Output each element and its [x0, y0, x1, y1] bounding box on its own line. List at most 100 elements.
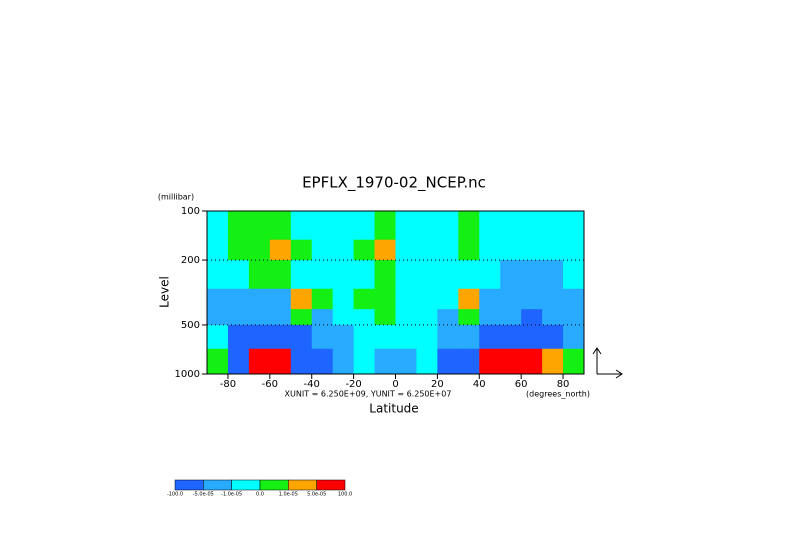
x-tick-label: -80: [220, 379, 236, 390]
legend-label: 0.0: [256, 492, 264, 498]
contour-cell: [269, 211, 292, 241]
contour-cell: [207, 288, 229, 310]
legend-swatch: [174, 479, 204, 491]
contour-cell: [542, 288, 564, 310]
contour-cell: [269, 324, 292, 350]
x-tick-label: -40: [304, 379, 320, 390]
contour-cell: [542, 239, 564, 261]
contour-cell: [374, 239, 396, 261]
contour-cell: [416, 324, 438, 350]
x-tick-label: 0: [392, 379, 398, 390]
contour-cell: [374, 288, 396, 310]
contour-cell: [395, 260, 417, 290]
contour-cell: [311, 260, 334, 290]
contour-cell: [395, 211, 417, 241]
contour-cell: [500, 348, 522, 375]
contour-cell: [458, 288, 480, 310]
contour-cell: [374, 211, 396, 241]
legend-swatch: [203, 479, 232, 491]
legend-swatch: [288, 479, 317, 491]
contour-cell: [458, 260, 480, 290]
legend-label: 1.0e-05: [279, 492, 298, 498]
contour-cell: [479, 211, 501, 241]
contour-cell: [374, 260, 396, 290]
x-axis-label: Latitude: [369, 402, 418, 416]
contour-cell: [290, 288, 313, 310]
contour-cell: [311, 348, 334, 375]
contour-cell: [563, 211, 585, 241]
contour-cell: [563, 239, 585, 261]
contour-cell: [458, 324, 480, 350]
contour-cell: [353, 260, 376, 290]
contour-cell: [353, 288, 376, 310]
contour-cell: [416, 288, 438, 310]
contour-cell: [227, 348, 250, 375]
contour-cell: [437, 288, 459, 310]
x-tick-label: 80: [557, 379, 570, 390]
contour-cell: [311, 239, 334, 261]
contour-cell: [437, 211, 459, 241]
x-tick-label: 40: [473, 379, 486, 390]
contour-cell: [290, 324, 313, 350]
contour-cell: [479, 260, 501, 290]
legend-swatch: [259, 479, 289, 491]
contour-cell: [332, 288, 355, 310]
contour-cell: [227, 324, 250, 350]
contour-cell: [521, 348, 543, 375]
contour-cell: [207, 309, 229, 326]
contour-cell: [521, 239, 543, 261]
contour-cell: [437, 309, 459, 326]
contour-cell: [479, 239, 501, 261]
contour-cell: [437, 324, 459, 350]
contour-cell: [269, 348, 292, 375]
contour-cell: [542, 309, 564, 326]
contour-cell: [500, 324, 522, 350]
contour-cell: [269, 260, 292, 290]
vector-key: [592, 347, 623, 379]
contour-cell: [332, 309, 355, 326]
y-axis-label: Level: [158, 276, 172, 308]
legend-label: 5.0e-05: [307, 492, 326, 498]
contour-cell: [353, 309, 376, 326]
legend-swatch: [316, 479, 346, 491]
contour-cell: [290, 348, 313, 375]
contour-cell: [542, 348, 564, 375]
legend-label: -5.0e-05: [193, 492, 214, 498]
contour-cell: [563, 309, 585, 326]
contour-cell: [395, 309, 417, 326]
contour-cell: [207, 239, 229, 261]
contour-cell: [500, 260, 522, 290]
contour-cell: [332, 260, 355, 290]
contour-cell: [395, 239, 417, 261]
contour-cell: [521, 288, 543, 310]
contour-cell: [500, 288, 522, 310]
contour-cell: [227, 211, 250, 241]
contour-cell: [374, 324, 396, 350]
contour-cell: [437, 239, 459, 261]
contour-cell: [311, 309, 334, 326]
contour-cell: [353, 324, 376, 350]
contour-cell: [563, 288, 585, 310]
contour-cell: [416, 211, 438, 241]
contour-cell: [416, 348, 438, 375]
contour-cell: [542, 211, 564, 241]
contour-cell: [269, 309, 292, 326]
contour-cell: [374, 309, 396, 326]
contour-cell: [395, 288, 417, 310]
contour-cell: [437, 260, 459, 290]
contour-cell: [521, 211, 543, 241]
contour-cell: [521, 309, 543, 326]
contour-cell: [332, 239, 355, 261]
contour-cell: [500, 309, 522, 326]
y-tick-label: 200: [181, 255, 200, 266]
contour-cell: [500, 211, 522, 241]
legend-label: 100.0: [338, 492, 352, 498]
contour-cell: [227, 309, 250, 326]
contour-cell: [227, 260, 250, 290]
contour-cell: [542, 324, 564, 350]
contour-cell: [479, 324, 501, 350]
contour-cell: [248, 239, 271, 261]
contour-cell: [290, 260, 313, 290]
contour-cell: [353, 348, 376, 375]
